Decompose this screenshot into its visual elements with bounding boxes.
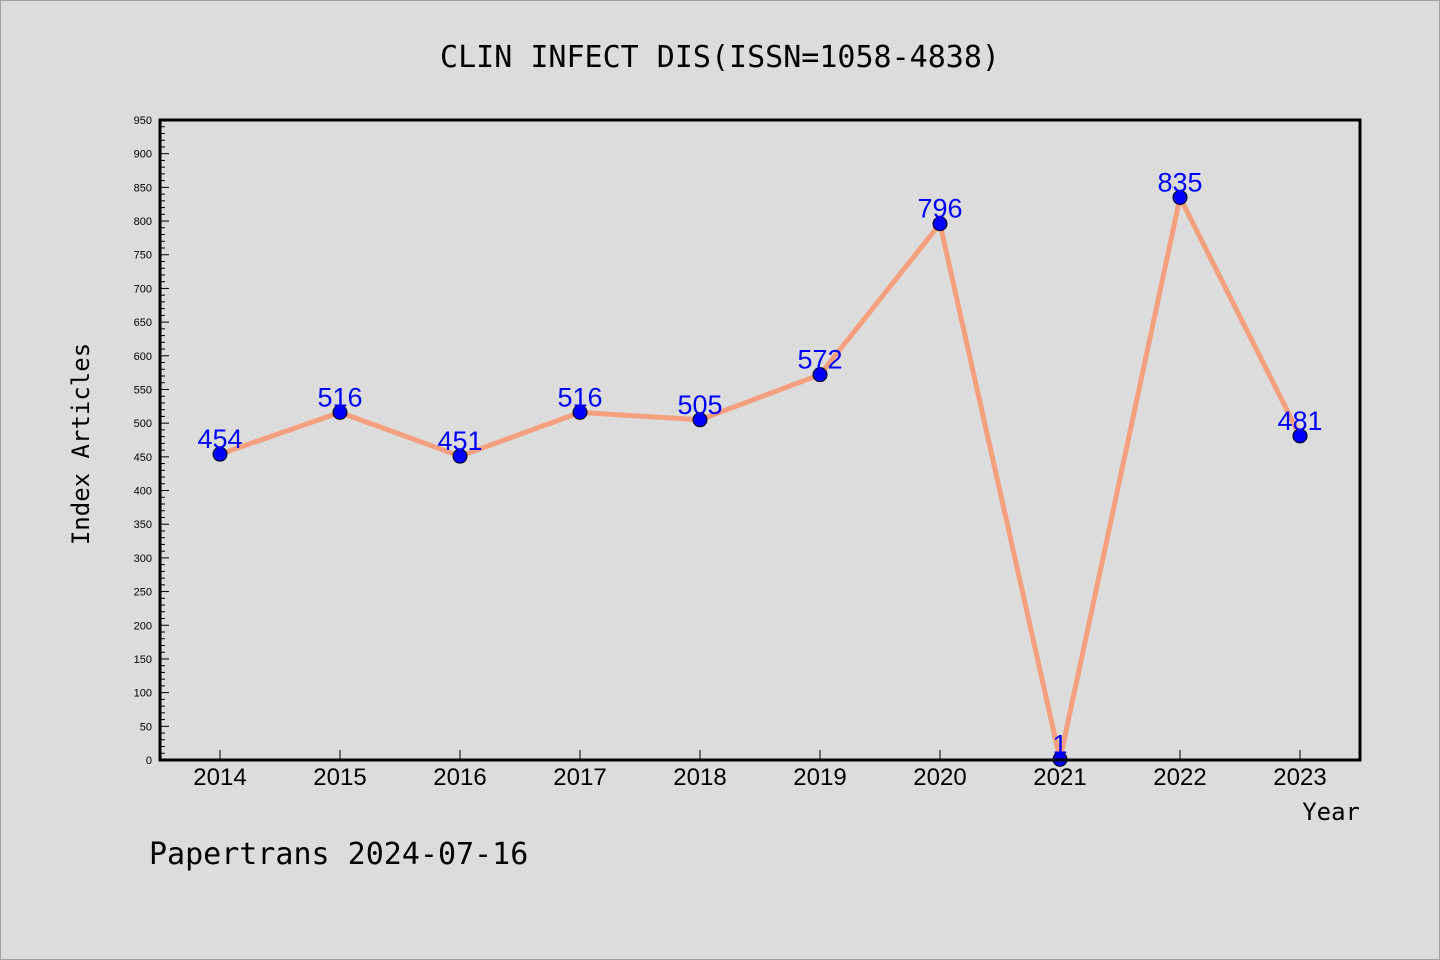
data-label: 516	[317, 382, 362, 412]
data-label: 451	[437, 426, 482, 456]
y-tick-label: 400	[134, 486, 152, 498]
chart-title: CLIN INFECT DIS(ISSN=1058-4838)	[440, 40, 1000, 75]
y-tick-label: 100	[134, 688, 152, 700]
data-point	[332, 404, 348, 420]
y-tick-label: 200	[134, 620, 152, 632]
footer-text: Papertrans 2024-07-16	[149, 837, 528, 872]
y-tick-label: 150	[134, 654, 152, 666]
data-label: 481	[1277, 406, 1322, 436]
x-tick-label: 2014	[193, 764, 246, 791]
data-point	[452, 448, 468, 464]
y-tick-label: 650	[134, 317, 152, 329]
y-tick-label: 750	[134, 250, 152, 262]
data-label: 796	[917, 194, 962, 224]
y-axis-label: Index Articles	[67, 343, 95, 545]
y-tick-label: 850	[134, 182, 152, 194]
plot-border	[158, 118, 1362, 762]
series: 454 516 451 516 505 572 796 1 835 481	[197, 167, 1323, 767]
x-tick-label: 2016	[433, 764, 486, 791]
x-axis: 2014 2015 2016 2017 2018 2019 2020 2021 2022 2023	[193, 750, 1327, 791]
x-tick-label: 2017	[553, 764, 606, 791]
data-label: 454	[197, 424, 242, 454]
x-tick-label: 2018	[673, 764, 726, 791]
data-label: 516	[557, 382, 602, 412]
y-tick-label: 550	[134, 384, 152, 396]
y-tick-label: 300	[134, 553, 152, 565]
y-tick-label: 0	[146, 755, 152, 767]
y-tick-label: 700	[134, 283, 152, 295]
x-tick-label: 2019	[793, 764, 846, 791]
data-label: 505	[677, 390, 722, 420]
data-point	[1292, 428, 1308, 444]
y-tick-label: 450	[134, 452, 152, 464]
y-tick-label: 900	[134, 149, 152, 161]
data-point	[932, 216, 948, 232]
data-point	[212, 446, 228, 462]
data-point	[572, 404, 588, 420]
x-axis-label: Year	[1302, 798, 1360, 826]
y-tick-label: 950	[134, 115, 152, 127]
series-line	[219, 194, 1303, 762]
data-point	[1172, 189, 1188, 205]
y-tick-label: 500	[134, 418, 152, 430]
x-tick-label: 2015	[313, 764, 366, 791]
x-tick-label: 2020	[913, 764, 966, 791]
y-tick-label: 800	[134, 216, 152, 228]
x-tick-label: 2023	[1273, 764, 1326, 791]
data-point	[812, 367, 828, 383]
x-tick-label: 2022	[1153, 764, 1206, 791]
y-tick-label: 50	[140, 721, 152, 733]
y-tick-label: 250	[134, 587, 152, 599]
y-axis: 0 50 100 150 200 250 300 350 400 450 500 550 600 650 7…	[134, 115, 169, 767]
data-label: 572	[797, 345, 842, 375]
y-tick-label: 600	[134, 351, 152, 363]
data-label: 1	[1052, 729, 1067, 759]
data-point	[692, 412, 708, 428]
y-tick-label: 350	[134, 519, 152, 531]
data-label: 835	[1157, 167, 1202, 197]
x-tick-label: 2021	[1033, 764, 1086, 791]
